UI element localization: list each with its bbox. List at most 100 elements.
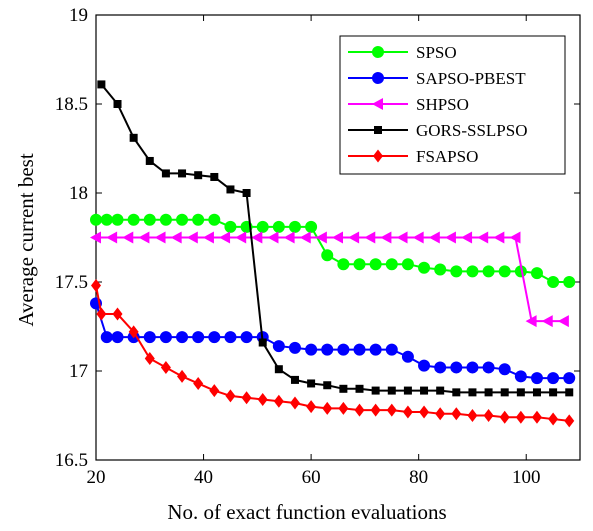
point-fsapso [241,391,252,405]
point-sapso-pbest [272,340,285,353]
y-tick-label: 16.5 [55,450,88,471]
point-gors-sslpso [549,388,558,397]
point-sapso-pbest [353,343,366,356]
x-tick-label: 100 [512,467,541,488]
legend-label-gors-sslpso: GORS-SSLPSO [416,121,528,140]
point-fsapso [451,407,462,421]
point-spso [192,213,205,226]
point-gors-sslpso [274,365,283,374]
point-shpso [380,231,392,244]
point-gors-sslpso [565,388,574,397]
point-shpso [428,231,440,244]
point-gors-sslpso [355,384,364,393]
point-fsapso [322,401,333,415]
point-spso [482,265,495,278]
point-shpso [348,231,360,244]
point-gors-sslpso [468,388,477,397]
point-shpso [332,231,343,244]
legend-label-sapso-pbest: SAPSO-PBEST [416,69,526,88]
point-gors-sslpso [97,80,106,89]
point-shpso [299,231,311,244]
point-sapso-pbest [240,331,253,344]
point-sapso-pbest [224,331,237,344]
point-gors-sslpso [129,133,138,142]
point-sapso-pbest [100,331,113,344]
point-spso [305,220,318,233]
point-gors-sslpso [226,185,235,194]
point-spso [159,213,172,226]
series-line-spso [96,218,570,283]
plot-area: 20 40 60 80 100 16.5 17 17.5 18 18.5 19 SPSO SAPSO-P… [55,5,581,488]
point-fsapso [160,360,171,374]
point-shpso [493,231,505,244]
point-gors-sslpso [145,156,154,165]
series-line-fsapso [95,285,570,422]
point-gors-sslpso [532,388,541,397]
legend-marker-fsapso [373,149,383,163]
point-sapso-pbest [176,331,189,344]
legend-marker-gors-sslpso [374,126,382,134]
point-spso [385,258,398,271]
point-sapso-pbest [547,372,560,385]
point-gors-sslpso [420,386,429,395]
point-spso [401,258,414,271]
y-tick-label: 19 [69,5,88,26]
point-spso [498,265,511,278]
point-gors-sslpso [516,388,525,397]
point-fsapso [289,396,300,410]
point-shpso [364,231,376,244]
point-sapso-pbest [514,370,527,383]
x-tick-label: 80 [409,467,428,488]
point-sapso-pbest [401,350,414,363]
y-axis-label: Average current best [14,153,38,327]
point-fsapso [225,389,236,403]
point-fsapso [467,409,478,422]
point-fsapso [370,403,381,417]
point-fsapso [128,325,139,339]
point-shpso [525,315,537,328]
point-sapso-pbest [563,372,576,385]
point-spso [224,220,237,233]
point-fsapso [193,376,204,390]
point-shpso [219,231,231,244]
point-sapso-pbest [418,359,431,372]
point-gors-sslpso [210,172,219,181]
point-spso [208,213,221,226]
point-fsapso [402,405,413,419]
point-spso [530,267,543,280]
point-spso [369,258,382,271]
point-spso [450,265,463,278]
point-fsapso [112,307,123,321]
point-gors-sslpso [194,171,203,180]
point-spso [111,213,124,226]
point-fsapso [531,410,542,424]
point-shpso [444,231,456,244]
point-shpso [477,231,489,244]
point-gors-sslpso [436,386,445,395]
point-fsapso [306,400,317,414]
point-fsapso [144,352,155,366]
point-gors-sslpso [178,169,187,178]
x-tick-label: 40 [194,467,213,488]
point-shpso [412,231,424,244]
legend-marker-spso [372,46,384,58]
point-shpso [541,315,553,328]
point-fsapso [91,279,101,293]
point-sapso-pbest [208,331,221,344]
point-sapso-pbest [111,331,124,344]
point-shpso [122,231,134,244]
point-shpso [106,231,118,244]
point-spso [90,213,102,226]
point-fsapso [209,384,220,398]
point-sapso-pbest [498,363,511,376]
point-gors-sslpso [307,379,316,388]
point-spso [547,276,560,288]
point-sapso-pbest [192,331,205,344]
point-gors-sslpso [403,386,412,395]
point-sapso-pbest [143,331,156,344]
point-sapso-pbest [321,343,334,356]
point-sapso-pbest [450,361,463,374]
point-spso [176,213,189,226]
point-shpso [396,231,408,244]
point-shpso [557,315,569,328]
